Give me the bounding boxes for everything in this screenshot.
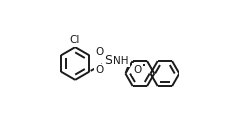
Text: Cl: Cl bbox=[69, 35, 79, 45]
Text: S: S bbox=[103, 54, 111, 67]
Text: NH: NH bbox=[113, 56, 128, 66]
Text: O: O bbox=[133, 65, 141, 75]
Text: O: O bbox=[95, 47, 103, 57]
Text: O: O bbox=[95, 65, 103, 75]
